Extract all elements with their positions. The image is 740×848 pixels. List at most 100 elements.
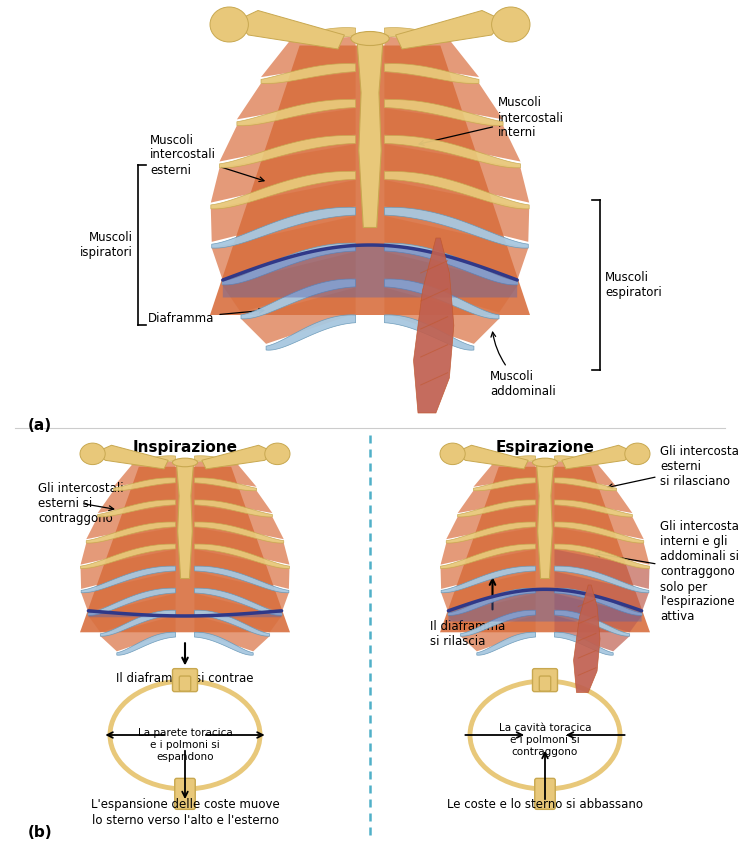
Polygon shape [237, 99, 356, 126]
Polygon shape [554, 566, 649, 593]
Polygon shape [81, 550, 175, 589]
Text: Diaframma: Diaframma [148, 309, 264, 325]
Polygon shape [440, 527, 536, 565]
Ellipse shape [470, 681, 620, 789]
Polygon shape [554, 572, 649, 611]
Ellipse shape [110, 681, 260, 789]
Polygon shape [446, 522, 536, 543]
Polygon shape [474, 478, 536, 491]
Polygon shape [195, 589, 282, 616]
Polygon shape [384, 171, 529, 209]
Polygon shape [81, 566, 175, 593]
Polygon shape [384, 109, 520, 161]
Polygon shape [554, 527, 650, 565]
Ellipse shape [625, 444, 650, 465]
Polygon shape [448, 589, 536, 616]
Polygon shape [202, 445, 273, 469]
Polygon shape [101, 616, 175, 651]
Polygon shape [536, 460, 554, 578]
Text: Il diaframma
si rilascia: Il diaframma si rilascia [429, 620, 505, 648]
Polygon shape [457, 500, 536, 517]
Polygon shape [117, 633, 175, 656]
Polygon shape [212, 216, 356, 279]
Ellipse shape [440, 444, 465, 465]
Polygon shape [195, 633, 253, 656]
Polygon shape [474, 461, 536, 487]
Polygon shape [261, 36, 356, 77]
Polygon shape [211, 144, 356, 203]
Polygon shape [195, 483, 272, 513]
Polygon shape [384, 136, 520, 168]
Text: L'espansione delle coste muove
lo sterno verso l'alto e l'esterno: L'espansione delle coste muove lo sterno… [90, 798, 280, 827]
Text: Gli intercostali
esterni
si rilasciano: Gli intercostali esterni si rilasciano [608, 445, 740, 488]
Polygon shape [384, 72, 503, 120]
FancyBboxPatch shape [172, 668, 198, 692]
Polygon shape [88, 611, 282, 617]
Polygon shape [441, 572, 536, 611]
Polygon shape [195, 594, 282, 633]
Polygon shape [195, 505, 283, 539]
Polygon shape [457, 483, 536, 513]
Polygon shape [492, 455, 536, 465]
Ellipse shape [265, 444, 290, 465]
Polygon shape [222, 243, 356, 285]
Polygon shape [384, 216, 528, 279]
Polygon shape [384, 99, 503, 126]
Polygon shape [448, 594, 536, 633]
Text: Le coste e lo sterno si abbassano: Le coste e lo sterno si abbassano [447, 798, 643, 811]
Text: Muscoli
ispiratori: Muscoli ispiratori [80, 231, 133, 259]
Polygon shape [440, 550, 536, 589]
Polygon shape [223, 245, 517, 298]
Polygon shape [80, 466, 290, 633]
Polygon shape [384, 36, 479, 77]
Polygon shape [554, 478, 616, 491]
Text: Muscoli
espiratori: Muscoli espiratori [605, 271, 662, 299]
Polygon shape [460, 611, 536, 636]
Polygon shape [101, 611, 175, 636]
Text: La cavità toracica
e i polmoni si
contraggono: La cavità toracica e i polmoni si contra… [499, 722, 591, 757]
Ellipse shape [80, 444, 105, 465]
Polygon shape [81, 572, 175, 611]
Polygon shape [212, 207, 356, 248]
Polygon shape [237, 72, 356, 120]
Polygon shape [195, 611, 269, 636]
Polygon shape [195, 478, 257, 491]
Polygon shape [460, 616, 536, 651]
Polygon shape [195, 566, 289, 593]
Polygon shape [554, 500, 633, 517]
Polygon shape [98, 483, 175, 513]
Polygon shape [384, 287, 499, 344]
Polygon shape [241, 287, 356, 344]
Polygon shape [195, 461, 257, 487]
Polygon shape [384, 279, 499, 319]
Polygon shape [220, 109, 356, 161]
Polygon shape [384, 207, 528, 248]
Text: Muscoli
addominali: Muscoli addominali [490, 332, 556, 398]
Polygon shape [211, 180, 356, 242]
Ellipse shape [210, 7, 249, 42]
Polygon shape [384, 28, 451, 42]
Polygon shape [87, 505, 175, 539]
Polygon shape [384, 243, 518, 285]
Text: La parete toracica
e i polmoni si
espandono: La parete toracica e i polmoni si espand… [138, 728, 232, 762]
Polygon shape [195, 455, 238, 465]
Polygon shape [211, 171, 356, 209]
Polygon shape [88, 594, 175, 633]
Polygon shape [554, 589, 642, 616]
Polygon shape [88, 589, 175, 616]
Polygon shape [195, 500, 272, 517]
Polygon shape [81, 527, 175, 565]
Polygon shape [396, 10, 505, 49]
Text: Inspirazione: Inspirazione [132, 440, 238, 455]
Polygon shape [554, 633, 613, 656]
Polygon shape [222, 252, 356, 313]
Polygon shape [87, 522, 175, 543]
Polygon shape [210, 46, 530, 315]
Polygon shape [132, 455, 175, 465]
Text: Gli intercostali
interni e gli
addominali si
contraggono
solo per
l'espirazione
: Gli intercostali interni e gli addominal… [595, 521, 740, 623]
Polygon shape [113, 461, 175, 487]
Polygon shape [554, 594, 642, 633]
Polygon shape [384, 315, 474, 350]
Polygon shape [266, 315, 356, 350]
Polygon shape [384, 180, 529, 242]
